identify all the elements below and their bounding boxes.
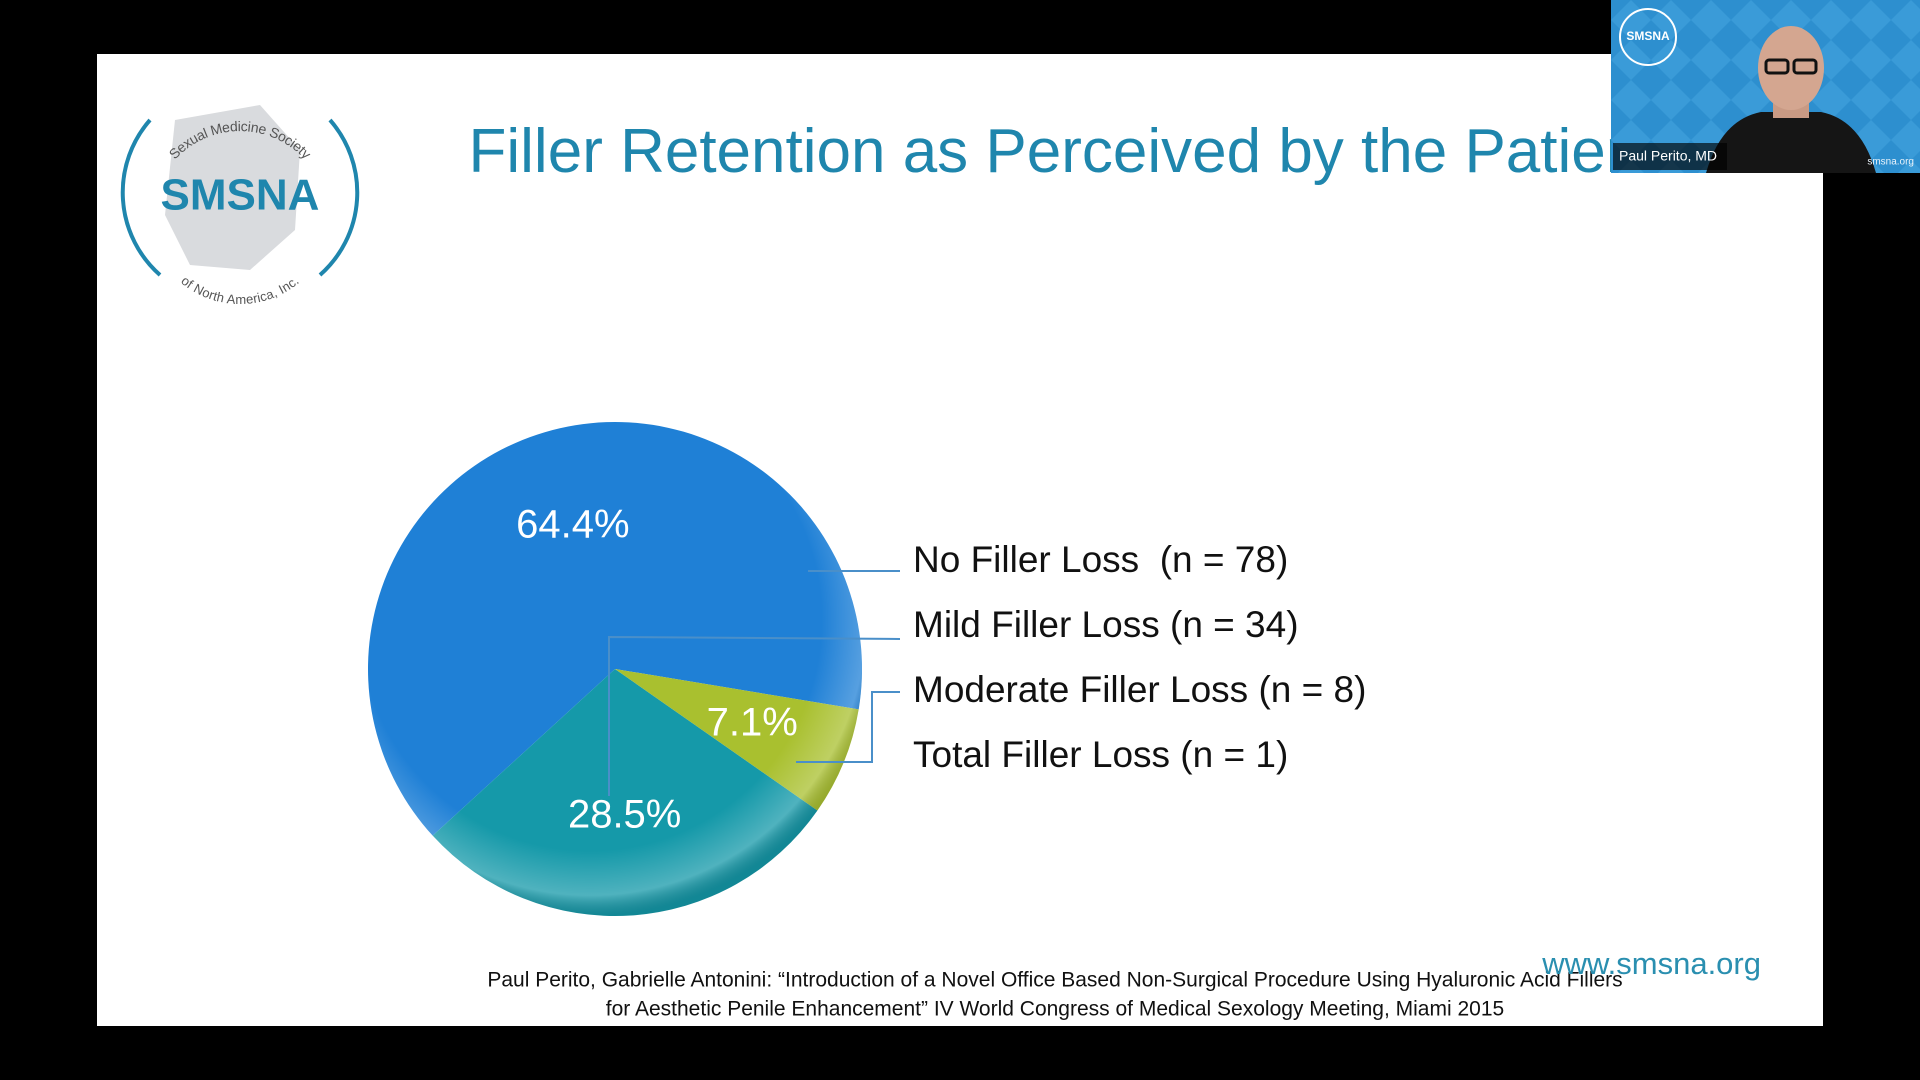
participant-name: Paul Perito, MD xyxy=(1619,148,1717,164)
pie-shading xyxy=(368,422,862,916)
video-logo: SMSNA xyxy=(1626,29,1670,43)
slide-title: Filler Retention as Perceived by the Pat… xyxy=(468,117,1658,186)
name-tag xyxy=(1613,143,1727,170)
glasses xyxy=(1764,58,1790,75)
pie-chart: 64.4% 28.5% 7.1% xyxy=(367,422,862,916)
person-body xyxy=(1706,112,1876,173)
legend-label: Moderate Filler Loss (n = 8) xyxy=(913,669,1366,710)
logo-arc xyxy=(318,118,360,277)
citation-line: Paul Perito, Gabrielle Antonini: “Introd… xyxy=(487,969,1622,992)
data-label: 28.5% xyxy=(568,792,681,836)
slide xyxy=(97,54,1823,1026)
legend-label: No Filler Loss (n = 78) xyxy=(913,539,1288,580)
leader-line xyxy=(796,691,900,763)
video-logo-ring xyxy=(1619,8,1677,66)
video-tile: SMSNA Paul Perito, MD smsna.org xyxy=(1611,0,1920,173)
citation-line: for Aesthetic Penile Enhancement” IV Wor… xyxy=(606,998,1504,1021)
website: www.smsna.org xyxy=(1541,946,1761,981)
logo-name: SMSNA xyxy=(161,171,320,220)
leader-line xyxy=(608,635,901,796)
legend-label: Total Filler Loss (n = 1) xyxy=(913,734,1288,775)
logo-arc xyxy=(120,118,162,277)
video-site: smsna.org xyxy=(1867,157,1914,168)
data-label: 7.1% xyxy=(707,701,798,745)
logo-map xyxy=(165,105,300,270)
data-label: 64.4% xyxy=(516,502,629,546)
glasses xyxy=(1792,58,1818,75)
person-head xyxy=(1758,26,1824,110)
leader-lines xyxy=(608,570,901,796)
legend-label: Mild Filler Loss (n = 34) xyxy=(913,604,1299,645)
